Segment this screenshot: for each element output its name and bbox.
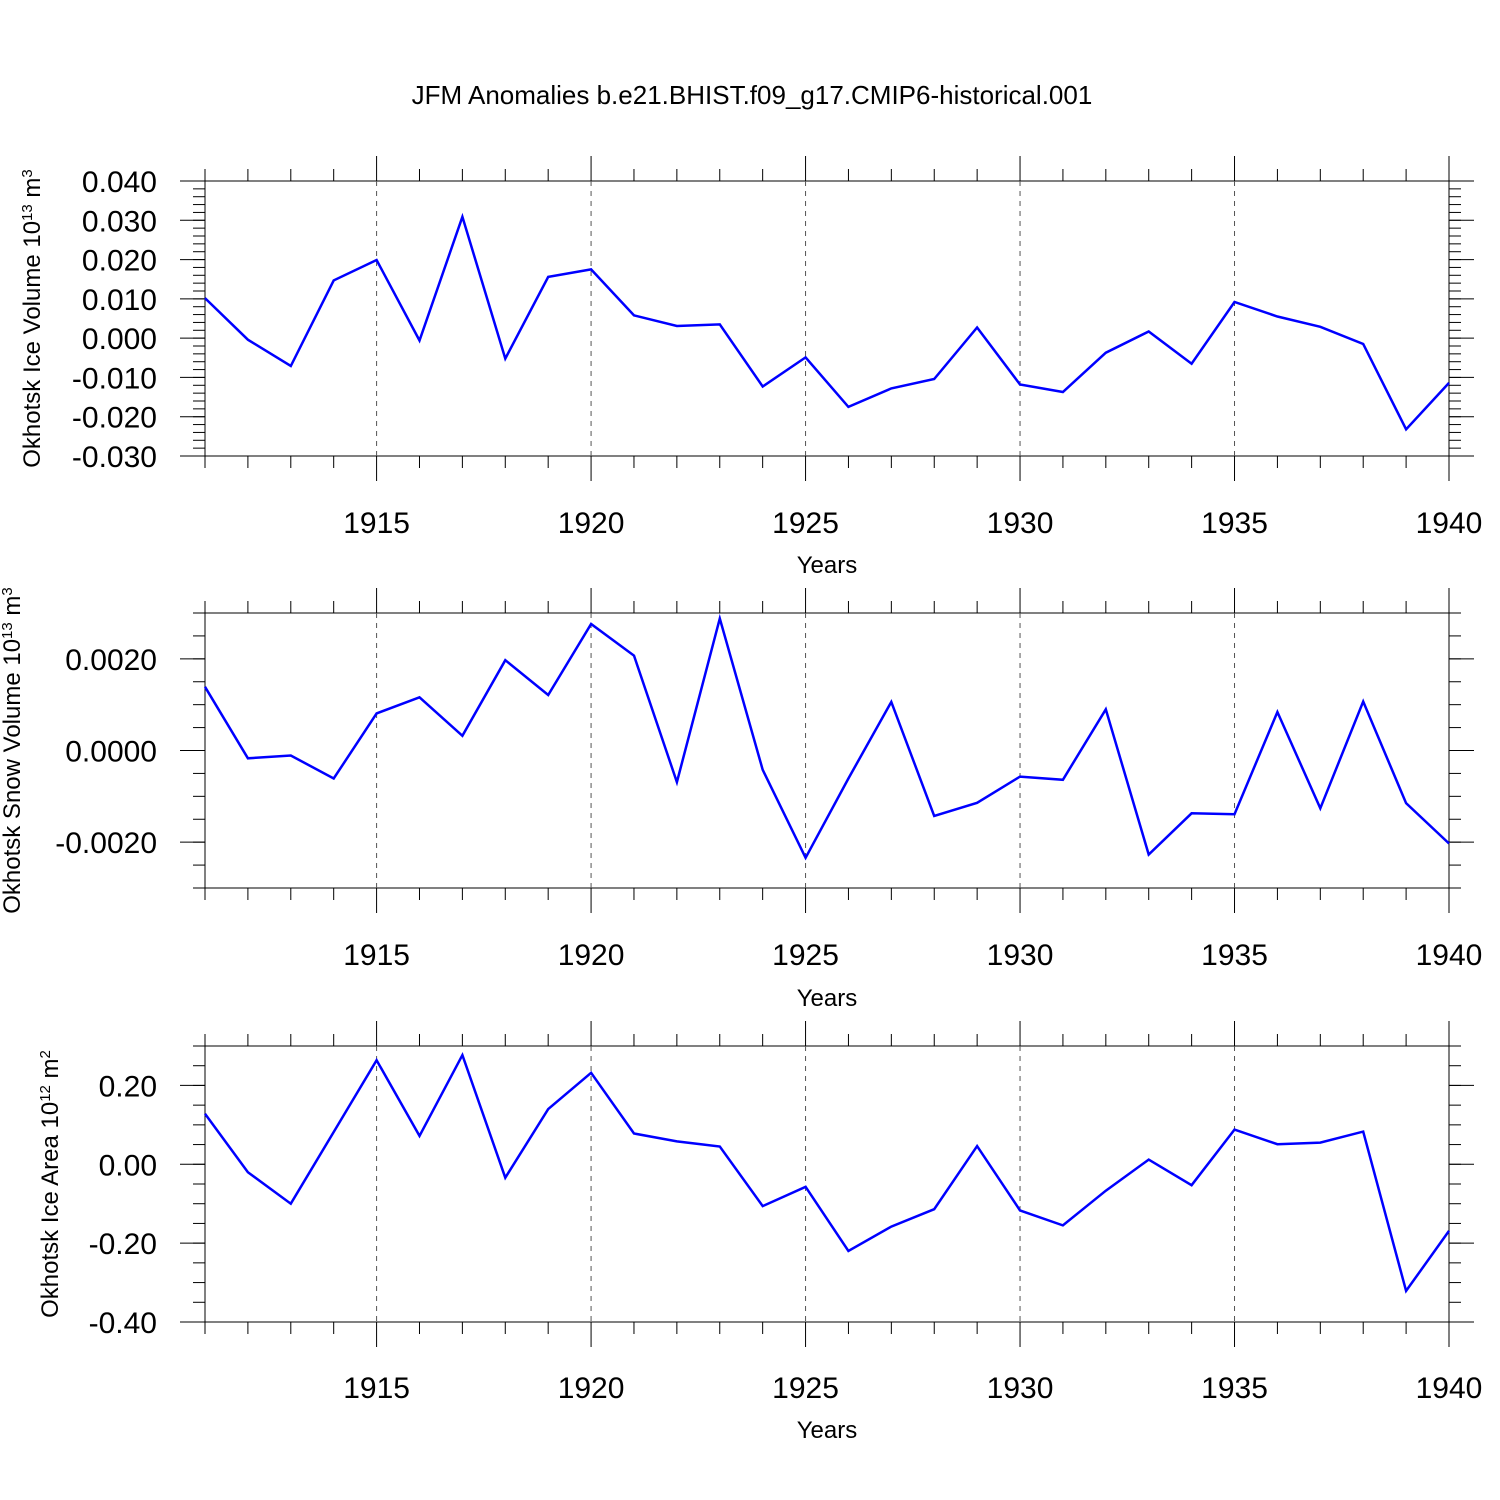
panel-2: -0.0020 0.0000 0.0020 1915 1920 1925 1930 1935 1… bbox=[0, 587, 1482, 1012]
y-axis-label-superscript: 3 bbox=[0, 587, 16, 595]
y-tick-label: 0.010 bbox=[82, 284, 157, 317]
y-axis-label-text: Okhotsk Ice Volume 10 bbox=[19, 221, 46, 468]
x-tick-label: 1925 bbox=[772, 939, 839, 972]
series-line bbox=[204, 212, 1450, 432]
x-tick-label: 1935 bbox=[1201, 1372, 1268, 1405]
y-axis-label-superscript: 2 bbox=[37, 1050, 54, 1058]
y-axis-label-superscript: 12 bbox=[37, 1085, 54, 1102]
x-tick-label: 1920 bbox=[558, 1372, 625, 1405]
x-tick-label: 1925 bbox=[772, 1372, 839, 1405]
y-tick-label: 0.20 bbox=[99, 1070, 157, 1103]
y-tick-label: -0.030 bbox=[72, 441, 157, 474]
y-axis-label: Okhotsk Ice Area 1012 m2 bbox=[37, 1050, 65, 1318]
y-tick-label: -0.020 bbox=[72, 402, 157, 435]
y-tick-label: 0.0020 bbox=[65, 644, 157, 677]
x-tick-label: 1915 bbox=[343, 1372, 410, 1405]
y-tick-label: 0.030 bbox=[82, 205, 157, 238]
y-axis-label-superscript: 13 bbox=[19, 204, 36, 221]
y-axis-label: Okhotsk Snow Volume 1013 m3 bbox=[0, 587, 26, 914]
x-axis-label: Years bbox=[797, 552, 858, 579]
x-tick-label: 1935 bbox=[1201, 939, 1268, 972]
x-tick-label: 1930 bbox=[987, 939, 1054, 972]
x-tick-label: 1915 bbox=[343, 507, 410, 540]
y-tick-label: -0.010 bbox=[72, 362, 157, 395]
y-tick-label: -0.20 bbox=[89, 1228, 157, 1261]
y-axis-label-superscript: 3 bbox=[19, 169, 36, 177]
x-tick-label: 1930 bbox=[987, 1372, 1054, 1405]
y-tick-label: 0.00 bbox=[99, 1149, 157, 1182]
y-axis-label-superscript: 13 bbox=[0, 622, 16, 639]
x-tick-label: 1940 bbox=[1416, 939, 1483, 972]
x-tick-label: 1935 bbox=[1201, 507, 1268, 540]
chart-panels: -0.030 -0.020 -0.010 0.000 0.010 0.020 0.030 0.… bbox=[0, 156, 1482, 1444]
y-tick-label: -0.40 bbox=[89, 1307, 157, 1340]
panel-1: -0.030 -0.020 -0.010 0.000 0.010 0.020 0.030 0.… bbox=[19, 156, 1483, 579]
y-axis-label-text: m bbox=[37, 1058, 64, 1085]
x-tick-label: 1930 bbox=[987, 507, 1054, 540]
y-axis-label-text: m bbox=[0, 596, 26, 623]
x-tick-label: 1915 bbox=[343, 939, 410, 972]
x-axis-label: Years bbox=[797, 985, 858, 1012]
plot-frame bbox=[204, 180, 1450, 457]
main-title: JFM Anomalies b.e21.BHIST.f09_g17.CMIP6-… bbox=[412, 80, 1093, 110]
x-tick-label: 1920 bbox=[558, 507, 625, 540]
x-axis-label: Years bbox=[797, 1417, 858, 1444]
x-tick-label: 1920 bbox=[558, 939, 625, 972]
y-axis-label: Okhotsk Ice Volume 1013 m3 bbox=[19, 169, 47, 468]
y-axis-label-text: m bbox=[19, 178, 46, 205]
y-tick-label: -0.0020 bbox=[55, 827, 157, 860]
series-line bbox=[203, 613, 1450, 861]
y-tick-label: 0.000 bbox=[82, 323, 157, 356]
y-axis-label-text: Okhotsk Snow Volume 10 bbox=[0, 639, 26, 914]
y-tick-label: 0.0000 bbox=[65, 736, 157, 769]
panel-3: -0.40 -0.20 0.00 0.20 1915 1920 1925 1930 1935 19… bbox=[37, 1021, 1483, 1444]
x-tick-label: 1940 bbox=[1416, 507, 1483, 540]
y-tick-label: 0.040 bbox=[82, 166, 157, 199]
y-tick-label: 0.020 bbox=[82, 245, 157, 278]
x-tick-label: 1925 bbox=[772, 507, 839, 540]
series-line bbox=[203, 1051, 1451, 1294]
y-axis-label-text: Okhotsk Ice Area 10 bbox=[37, 1102, 64, 1318]
x-tick-label: 1940 bbox=[1416, 1372, 1483, 1405]
